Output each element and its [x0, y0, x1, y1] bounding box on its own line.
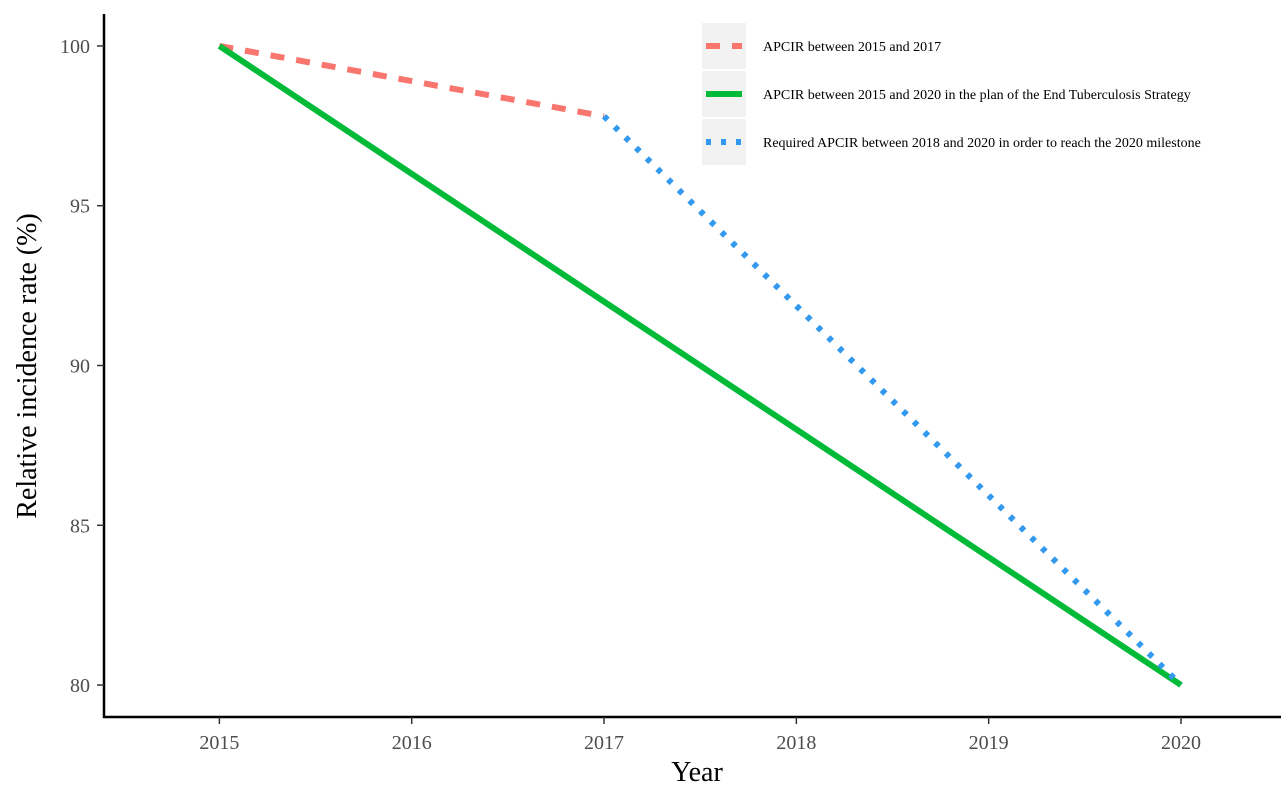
legend-label-2: APCIR between 2015 and 2020 in the plan … — [763, 88, 1191, 103]
x-tick-label: 2019 — [969, 732, 1009, 754]
legend-label-1: APCIR between 2015 and 2017 — [763, 40, 941, 55]
x-tick-label: 2018 — [776, 732, 816, 754]
x-tick-label: 2016 — [392, 732, 432, 754]
series-line-1 — [218, 42, 605, 120]
x-tick-label: 2017 — [584, 732, 624, 754]
y-axis-title: Relative incidence rate (%) — [12, 213, 43, 519]
y-tick-label: 90 — [70, 356, 90, 378]
x-tick-label: 2020 — [1161, 732, 1201, 754]
x-tick-label: 2015 — [199, 732, 239, 754]
series-line-3 — [601, 114, 1184, 688]
x-axis-title: Year — [671, 757, 723, 785]
legend: APCIR between 2015 and 2017 APCIR between… — [702, 23, 1201, 165]
y-tick-label: 100 — [60, 36, 90, 58]
series-layer — [217, 42, 1184, 688]
y-tick-label: 80 — [70, 675, 90, 697]
y-tick-label: 95 — [70, 196, 90, 218]
y-tick-label: 85 — [70, 515, 90, 537]
legend-label-3: Required APCIR between 2018 and 2020 in … — [763, 136, 1201, 151]
axes-layer: 2015 2016 2017 2018 2019 2020 80 85 90 95 100 — [60, 14, 1281, 754]
series-line-2 — [217, 43, 1183, 688]
